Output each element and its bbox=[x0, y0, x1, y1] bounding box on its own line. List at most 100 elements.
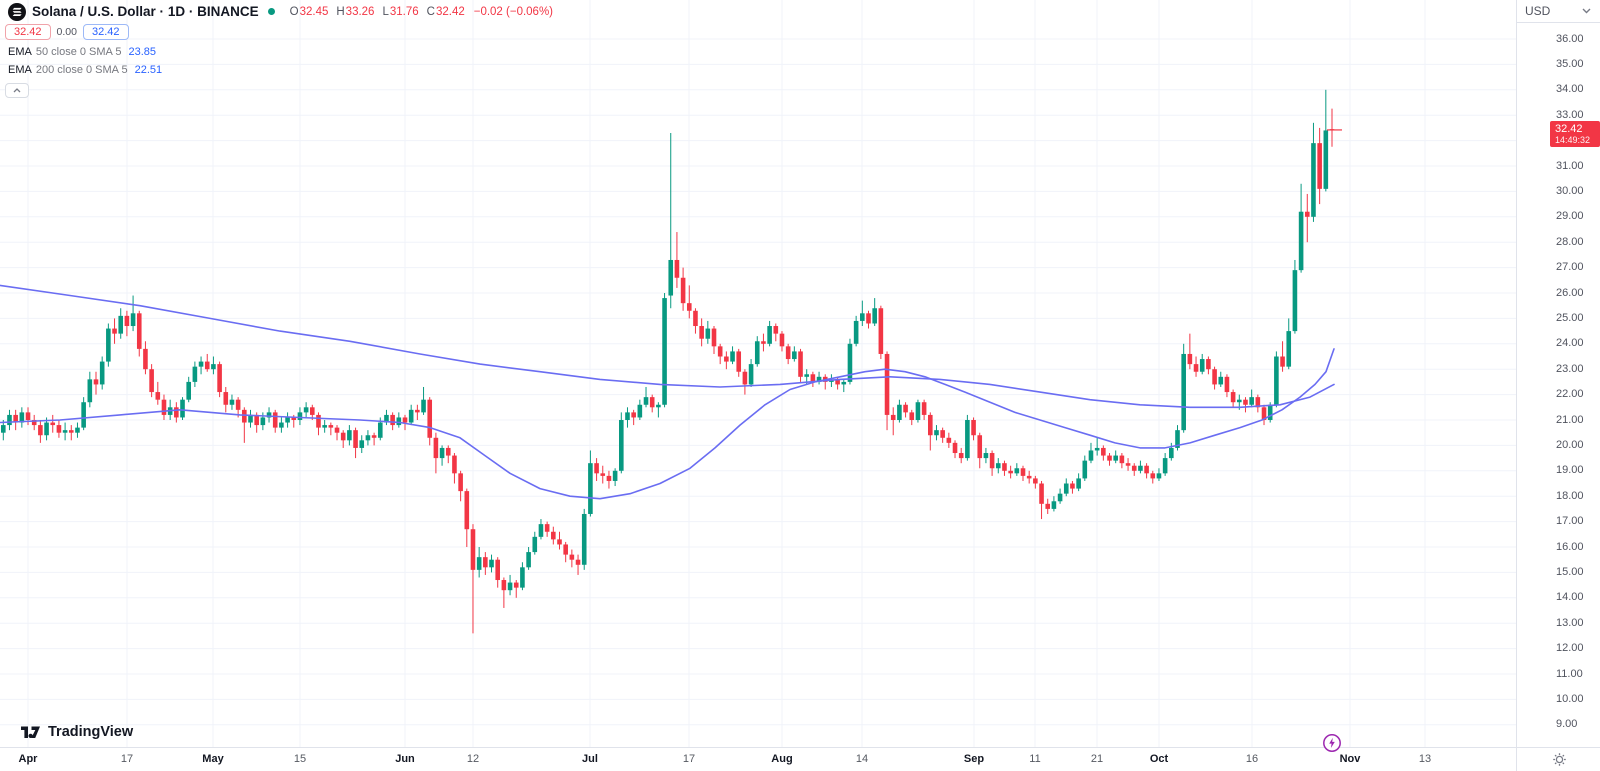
candle[interactable] bbox=[452, 455, 457, 474]
candle[interactable] bbox=[798, 351, 803, 377]
candle[interactable] bbox=[1317, 143, 1322, 189]
candle[interactable] bbox=[204, 361, 210, 370]
candle[interactable] bbox=[767, 326, 772, 344]
candle[interactable] bbox=[93, 379, 99, 385]
candle[interactable] bbox=[476, 557, 482, 570]
candle[interactable] bbox=[1274, 356, 1279, 405]
candle[interactable] bbox=[705, 328, 711, 339]
candle[interactable] bbox=[87, 379, 93, 403]
candle[interactable] bbox=[699, 326, 704, 339]
candle[interactable] bbox=[792, 351, 797, 360]
gear-icon[interactable] bbox=[1552, 752, 1567, 767]
candle[interactable] bbox=[853, 320, 859, 344]
candle[interactable] bbox=[130, 313, 136, 327]
candle[interactable] bbox=[143, 348, 148, 370]
candle[interactable] bbox=[526, 552, 531, 568]
candle[interactable] bbox=[421, 399, 426, 413]
indicator-row-ema200[interactable]: EMA 200 close 0 SMA 5 22.51 bbox=[8, 63, 553, 76]
candle[interactable] bbox=[995, 463, 1001, 469]
candle[interactable] bbox=[99, 361, 105, 385]
candle[interactable] bbox=[1138, 465, 1143, 471]
candle[interactable] bbox=[470, 529, 476, 570]
candle[interactable] bbox=[56, 425, 62, 433]
candle[interactable] bbox=[557, 539, 562, 545]
candle[interactable] bbox=[198, 361, 204, 367]
candle[interactable] bbox=[674, 259, 680, 278]
candle[interactable] bbox=[242, 409, 247, 423]
candle[interactable] bbox=[81, 402, 86, 428]
candle[interactable] bbox=[736, 351, 742, 372]
candle[interactable] bbox=[551, 531, 556, 540]
candle[interactable] bbox=[680, 277, 686, 304]
candle[interactable] bbox=[804, 374, 809, 377]
candle[interactable] bbox=[1243, 399, 1248, 405]
candle[interactable] bbox=[594, 463, 599, 474]
candle[interactable] bbox=[303, 407, 309, 413]
candle[interactable] bbox=[866, 313, 871, 324]
candle[interactable] bbox=[643, 397, 649, 405]
candle[interactable] bbox=[340, 432, 346, 441]
candle[interactable] bbox=[334, 427, 340, 433]
candle[interactable] bbox=[1230, 392, 1236, 403]
candle[interactable] bbox=[575, 559, 581, 565]
candle[interactable] bbox=[520, 567, 525, 588]
candle[interactable] bbox=[1014, 468, 1020, 474]
candle[interactable] bbox=[31, 420, 37, 426]
candle[interactable] bbox=[656, 404, 661, 408]
candle[interactable] bbox=[773, 326, 779, 334]
candle[interactable] bbox=[136, 313, 142, 349]
candle[interactable] bbox=[106, 328, 111, 362]
candle[interactable] bbox=[489, 559, 494, 568]
candle[interactable] bbox=[872, 308, 877, 324]
candle[interactable] bbox=[38, 425, 43, 436]
candle[interactable] bbox=[1002, 463, 1007, 471]
candle[interactable] bbox=[1113, 455, 1118, 461]
candle[interactable] bbox=[958, 453, 964, 459]
candle[interactable] bbox=[458, 473, 463, 492]
candle[interactable] bbox=[779, 333, 785, 347]
candle[interactable] bbox=[940, 430, 945, 438]
candle[interactable] bbox=[19, 412, 25, 423]
candle[interactable] bbox=[748, 364, 754, 385]
candle[interactable] bbox=[1304, 211, 1310, 217]
legend-collapse-button[interactable] bbox=[5, 83, 29, 98]
candle[interactable] bbox=[1311, 143, 1316, 217]
candle[interactable] bbox=[581, 513, 587, 565]
candle[interactable] bbox=[724, 356, 729, 362]
candle[interactable] bbox=[347, 430, 352, 441]
candle[interactable] bbox=[612, 470, 618, 481]
ema50-line[interactable] bbox=[0, 348, 1335, 500]
candle[interactable] bbox=[155, 392, 161, 400]
candle[interactable] bbox=[1199, 359, 1205, 372]
sell-button[interactable]: 32.42 bbox=[5, 24, 51, 40]
candle[interactable] bbox=[977, 435, 983, 459]
candle[interactable] bbox=[1131, 465, 1137, 471]
candle[interactable] bbox=[631, 412, 636, 418]
candle[interactable] bbox=[513, 582, 519, 588]
candle[interactable] bbox=[211, 364, 216, 370]
candle[interactable] bbox=[1020, 468, 1026, 476]
candle[interactable] bbox=[180, 399, 185, 418]
candle[interactable] bbox=[847, 343, 853, 382]
candle[interactable] bbox=[310, 407, 315, 415]
candle[interactable] bbox=[13, 414, 18, 423]
candle[interactable] bbox=[934, 430, 939, 436]
candle[interactable] bbox=[619, 420, 624, 471]
candle[interactable] bbox=[563, 544, 568, 555]
candle[interactable] bbox=[989, 453, 995, 469]
candle[interactable] bbox=[921, 402, 927, 415]
candle[interactable] bbox=[1082, 460, 1088, 479]
candle[interactable] bbox=[730, 351, 735, 362]
candle[interactable] bbox=[1181, 353, 1186, 431]
tradingview-logo[interactable]: TradingView bbox=[20, 724, 133, 740]
candle[interactable] bbox=[186, 381, 191, 400]
candle[interactable] bbox=[965, 420, 970, 459]
candle[interactable] bbox=[1218, 376, 1224, 385]
candle[interactable] bbox=[538, 524, 544, 537]
candle[interactable] bbox=[686, 303, 692, 311]
candle[interactable] bbox=[266, 412, 272, 418]
candle[interactable] bbox=[1070, 483, 1075, 489]
candle[interactable] bbox=[507, 582, 513, 591]
candle[interactable] bbox=[1144, 465, 1149, 474]
candle[interactable] bbox=[1267, 404, 1273, 420]
